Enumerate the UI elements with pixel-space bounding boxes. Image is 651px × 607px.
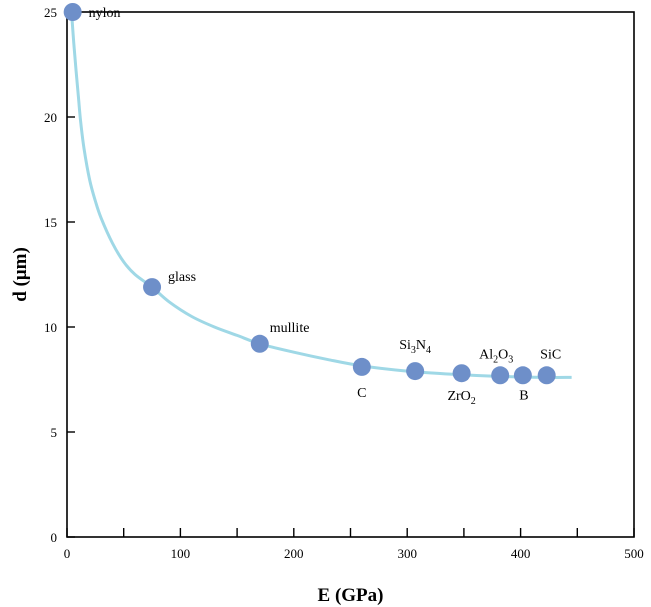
y-tick-label: 10: [44, 320, 57, 335]
x-tick-label: 400: [511, 546, 531, 561]
point-label: ZrO2: [447, 389, 475, 407]
x-tick-label: 500: [624, 546, 644, 561]
point-label: nylon: [89, 6, 121, 21]
point-label: C: [357, 386, 366, 401]
fit-curve-layer: [70, 11, 572, 379]
x-axis-title: E (GPa): [318, 585, 384, 606]
x-tick-label: 200: [284, 546, 304, 561]
point-label: glass: [168, 270, 196, 285]
fit-curve: [70, 11, 572, 379]
data-point: [406, 362, 425, 381]
data-point: [452, 364, 471, 383]
data-point: [143, 278, 162, 297]
point-label: SiC: [540, 347, 561, 362]
y-tick-label: 5: [51, 425, 58, 440]
data-point: [537, 366, 556, 385]
point-label: Si3N4: [399, 338, 431, 356]
data-point: [513, 366, 532, 385]
y-tick-label: 20: [44, 110, 57, 125]
y-tick-label: 0: [51, 530, 58, 545]
plot-frame: [66, 11, 635, 538]
data-point: [250, 334, 269, 353]
points-layer: nylon glass mullite C Si3N4 ZrO2 Al2O3 B SiC: [63, 3, 561, 407]
data-point: [491, 366, 510, 385]
x-tick-label: 100: [171, 546, 191, 561]
y-axis-title: d (μm): [10, 247, 31, 302]
y-tick-label: 25: [44, 5, 57, 20]
x-tick-label: 0: [64, 546, 71, 561]
x-tick-label: 300: [397, 546, 417, 561]
point-label: Al2O3: [479, 347, 513, 365]
point-label: B: [519, 388, 528, 403]
data-point: [352, 357, 371, 376]
y-tick-label: 15: [44, 215, 57, 230]
point-label: mullite: [270, 321, 310, 336]
axes: 0 100 200 300 400 500 0 5 10 15 20 25: [44, 5, 644, 561]
data-point: [63, 3, 82, 21]
